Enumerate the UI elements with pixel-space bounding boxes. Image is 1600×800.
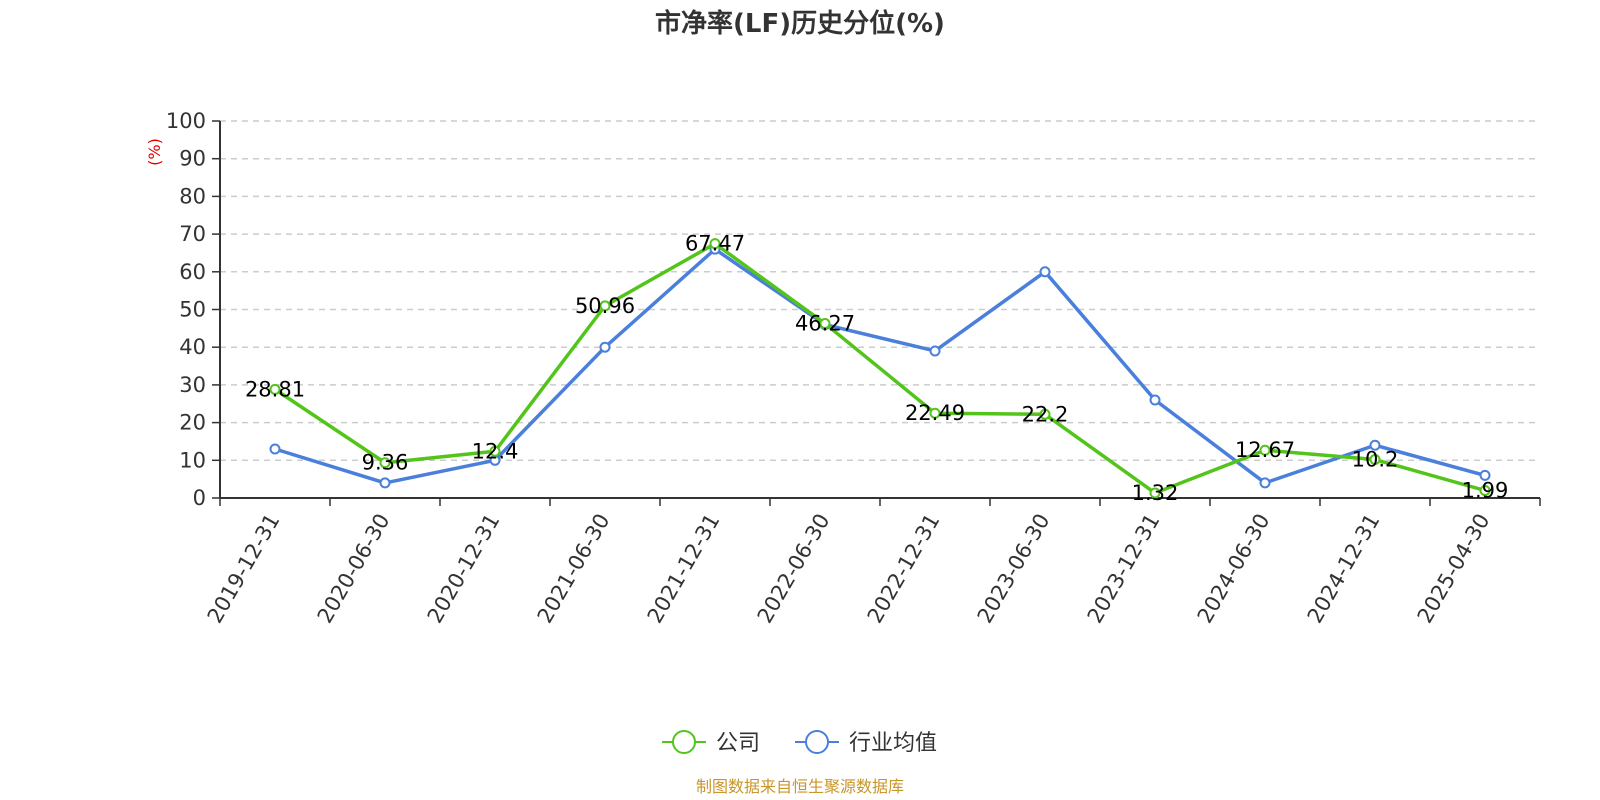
data-point[interactable]: [1369, 439, 1381, 451]
data-point[interactable]: [1369, 454, 1381, 466]
data-label: 28.81: [245, 377, 305, 401]
data-label: 12.67: [1235, 438, 1295, 462]
data-point[interactable]: [819, 318, 831, 330]
x-tick-label: 2022-06-30: [753, 510, 835, 628]
data-point[interactable]: [269, 443, 281, 455]
y-tick-label: 20: [179, 411, 206, 435]
data-label: 1.32: [1132, 481, 1179, 505]
x-tick-label: 2022-12-31: [863, 510, 945, 628]
source-note: 制图数据来自恒生聚源数据库: [696, 777, 904, 796]
data-point[interactable]: [1479, 469, 1491, 481]
data-point[interactable]: [709, 238, 721, 250]
data-label: 46.27: [795, 312, 855, 336]
data-label: 9.36: [362, 451, 409, 475]
data-point[interactable]: [599, 300, 611, 312]
y-tick-label: 100: [166, 109, 206, 133]
y-tick-label: 90: [179, 147, 206, 171]
data-label: 22.2: [1022, 402, 1069, 426]
series-1: [269, 243, 1491, 489]
data-point[interactable]: [1039, 408, 1051, 420]
y-tick-label: 0: [193, 486, 206, 510]
data-point[interactable]: [1259, 477, 1271, 489]
data-point[interactable]: [929, 345, 941, 357]
series-line: [274, 247, 1486, 485]
data-point[interactable]: [1149, 487, 1161, 499]
legend[interactable]: 公司 行业均值: [662, 730, 937, 756]
x-tick-label: 2025-04-30: [1413, 510, 1495, 628]
data-point[interactable]: [599, 341, 611, 353]
data-point[interactable]: [379, 457, 391, 469]
data-point[interactable]: [1149, 394, 1161, 406]
data-label: 50.96: [575, 294, 635, 318]
data-label: 67.47: [685, 232, 745, 256]
x-tick-label: 2023-12-31: [1083, 510, 1165, 628]
legend-item[interactable]: 行业均值: [795, 730, 937, 756]
legend-item[interactable]: 公司: [662, 730, 760, 756]
data-point[interactable]: [1039, 266, 1051, 278]
data-point[interactable]: [1479, 484, 1491, 496]
data-point[interactable]: [929, 407, 941, 419]
data-point[interactable]: [1259, 444, 1271, 456]
data-point[interactable]: [269, 383, 281, 395]
y-tick-label: 60: [179, 260, 206, 284]
y-tick-label: 80: [179, 184, 206, 208]
x-axis-ticks: 2019-12-31 2020-06-30 2020-12-31 2021-06-30…: [203, 498, 1541, 628]
legend-label: 公司: [716, 731, 760, 756]
y-tick-label: 70: [179, 222, 206, 246]
data-point[interactable]: [489, 445, 501, 457]
chart-title: 市净率(LF)历史分位(%): [655, 8, 945, 39]
y-axis-ticks: 0 10 20 30 40 50 60 70 80 90 100: [166, 109, 220, 510]
x-tick-label: 2021-06-30: [533, 510, 615, 628]
y-tick-label: 10: [179, 448, 206, 472]
y-tick-label: 40: [179, 335, 206, 359]
series-0: [269, 238, 1491, 499]
data-labels: 28.81 9.36 12.4 50.96 67.47 46.27 22.49 22.2 1.3…: [245, 232, 1508, 505]
legend-marker: [672, 730, 696, 754]
data-point[interactable]: [379, 477, 391, 489]
x-tick-label: 2021-12-31: [643, 510, 725, 628]
y-tick-label: 50: [179, 298, 206, 322]
series-layer: [269, 238, 1491, 499]
y-tick-label: 30: [179, 373, 206, 397]
legend-label: 行业均值: [849, 731, 937, 756]
x-tick-label: 2019-12-31: [203, 510, 285, 628]
x-tick-label: 2020-06-30: [313, 510, 395, 628]
x-tick-label: 2023-06-30: [973, 510, 1055, 628]
gridlines: [220, 120, 1540, 462]
data-label: 1.99: [1462, 478, 1509, 502]
y-axis-unit-label: (%): [145, 138, 164, 166]
legend-marker: [805, 730, 829, 754]
series-line: [274, 241, 1486, 495]
x-tick-label: 2024-12-31: [1303, 510, 1385, 628]
x-tick-label: 2024-06-30: [1193, 510, 1275, 628]
data-label: 12.4: [472, 439, 519, 463]
data-label: 22.49: [905, 401, 965, 425]
data-label: 10.2: [1352, 448, 1399, 472]
x-tick-label: 2020-12-31: [423, 510, 505, 628]
